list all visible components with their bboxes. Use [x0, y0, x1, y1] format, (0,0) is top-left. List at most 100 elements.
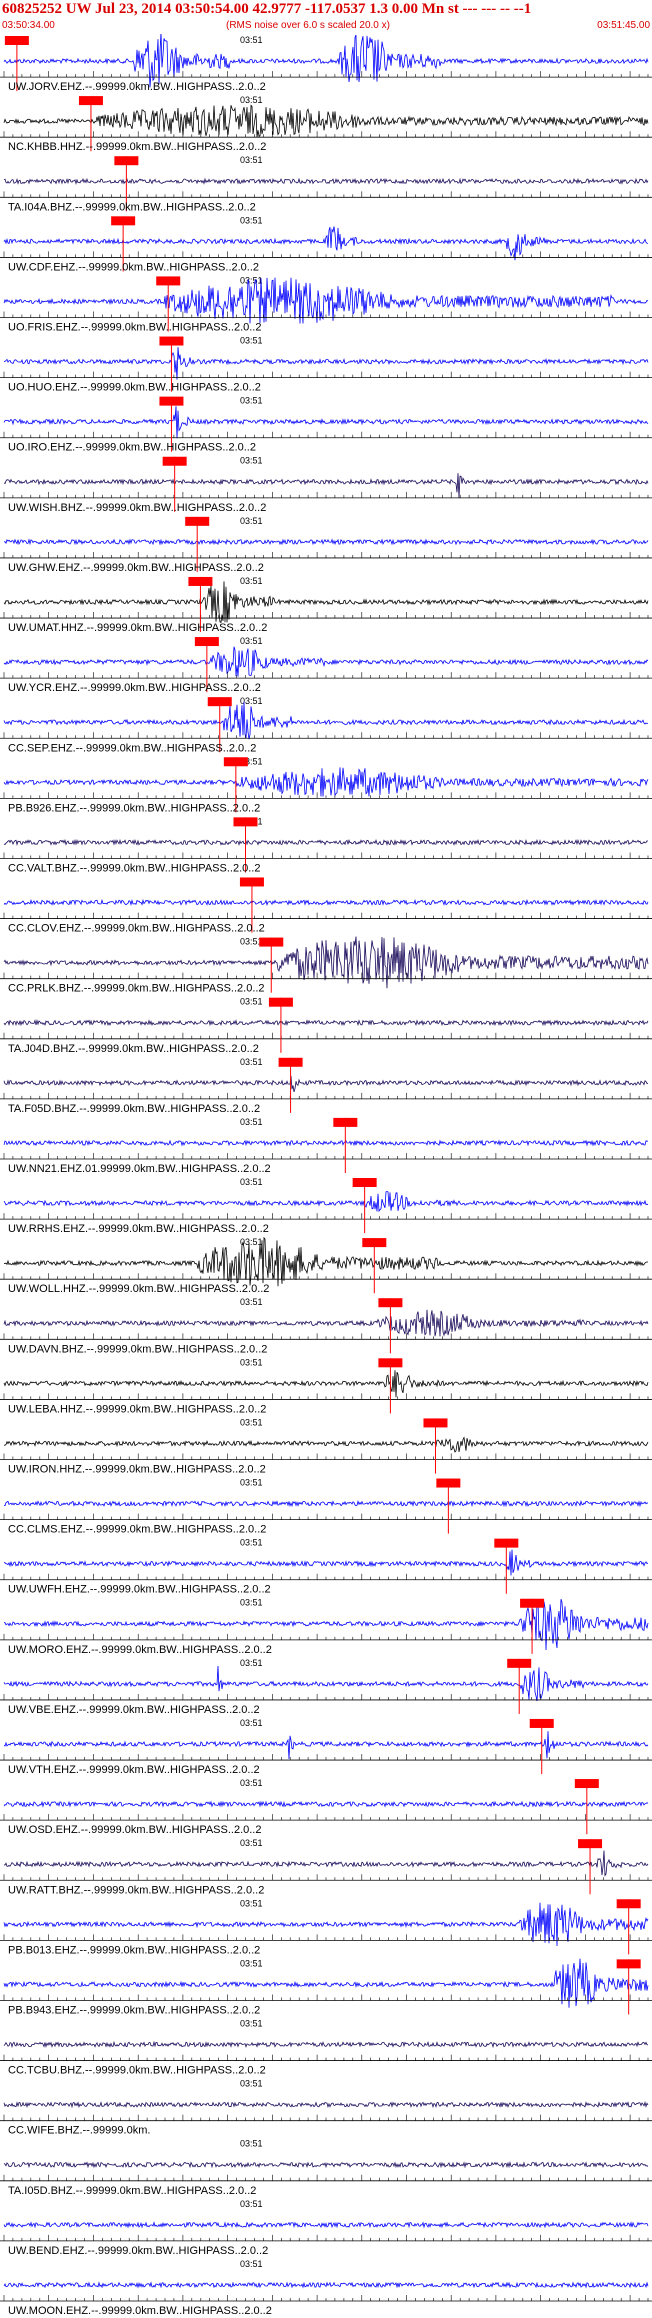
pick-marker: [423, 1418, 448, 1428]
pick-marker: [111, 216, 136, 226]
header: 60825252 UW Jul 23, 2014 03:50:54.00 42.…: [0, 0, 652, 34]
pick-marker: [494, 1538, 519, 1548]
pick-marker: [233, 817, 258, 827]
pick-marker: [4, 36, 29, 45]
pick-marker: [188, 576, 213, 586]
trace-panel: 03:51 UW.YCR.EHZ.--.99999.0km.BW..HIGHPAS…: [0, 636, 652, 694]
pick-marker: [378, 1298, 403, 1308]
minute-label: 03:51: [240, 1898, 263, 1908]
minute-label: 03:51: [240, 1357, 263, 1367]
minute-label: 03:51: [240, 155, 263, 165]
minute-label: 03:51: [240, 1117, 263, 1127]
waveform-line: [3, 898, 649, 907]
trace-panel: 03:51 UO.IRO.EHZ.--.99999.0km.BW..HIGHPAS…: [0, 396, 652, 454]
trace-panel: 03:51 UW.CDF.EHZ.--.99999.0km.BW..HIGHPAS…: [0, 215, 652, 273]
station-label: CC.CLOV.EHZ.--.99999.0km.BW..HIGHPASS..2…: [8, 923, 265, 935]
station-label: UO.FRIS.EHZ.--.99999.0km.BW..HIGHPASS..2…: [8, 322, 261, 334]
start-time: 03:50:34.00: [2, 20, 55, 31]
waveform-line: [3, 34, 649, 88]
pick-marker: [207, 697, 232, 707]
trace-panel: 03:51 CC.SEP.EHZ.--.99999.0km.BW..HIGHPAS…: [0, 696, 652, 754]
trace-panel: 03:51 UW.LEBA.HHZ.--.99999.0km.BW..HIGHPA…: [0, 1357, 652, 1415]
trace-panel: 03:51CC.VALT.BHZ.--.99999.0km.BW..HIGHPA…: [0, 816, 652, 874]
waveform-line: [3, 2040, 649, 2049]
waveform-line: [3, 1190, 649, 1213]
trace-panel: 03:51 UW.WISH.BHZ.--.99999.0km.BW..HIGHPA…: [0, 456, 652, 514]
station-label: PB.B013.EHZ.--.99999.0km.BW..HIGHPASS..2…: [8, 1944, 260, 1956]
minute-label: 03:51: [240, 95, 263, 105]
pick-marker: [616, 1899, 641, 1909]
station-label: NC.KHBB.HHZ.--.99999.0km.BW..HIGHPASS..2…: [8, 141, 266, 153]
pick-marker: [159, 396, 184, 406]
minute-label: 03:51: [240, 636, 263, 646]
minute-label: 03:51: [240, 1658, 263, 1668]
trace-panel: 03:51 UW.NN21.EHZ.01.99999.0km.BW..HIGHPA…: [0, 1117, 652, 1175]
station-label: UW.LEBA.HHZ.--.99999.0km.BW..HIGHPASS..2…: [8, 1403, 266, 1415]
station-label: CC.CLMS.EHZ.--.99999.0km.BW..HIGHPASS..2…: [8, 1524, 266, 1536]
pick-marker: [223, 757, 248, 767]
station-label: UW.VBE.EHZ.--.99999.0km.BW..HIGHPASS..2.…: [8, 1704, 260, 1716]
waveform-line: [3, 1499, 649, 1508]
minute-label: 03:51: [240, 1297, 263, 1307]
waveform-line: [3, 1731, 649, 1760]
station-label: CC.VALT.BHZ.--.99999.0km.BW..HIGHPASS..2…: [8, 862, 260, 874]
minute-label: 03:51: [240, 2199, 263, 2209]
trace-panel: 03:51 UW.UMAT.HHZ.--.99999.0km.BW..HIGHPA…: [0, 576, 652, 634]
station-label: TA.I05D.BHZ.--.99999.0km.BW..HIGHPASS..2…: [8, 2185, 256, 2197]
minute-label: 03:51: [240, 1057, 263, 1067]
minute-label: 03:51: [240, 456, 263, 466]
waveform-line: [3, 767, 649, 797]
pick-marker: [352, 1178, 377, 1187]
minute-label: 03:51: [240, 937, 263, 947]
station-label: UO.IRO.EHZ.--.99999.0km.BW..HIGHPASS..2.…: [8, 442, 256, 454]
station-label: UW.BEND.EHZ.--.99999.0km.BW..HIGHPASS..2…: [8, 2245, 268, 2257]
trace-panel: 03:51 PB.B013.EHZ.--.99999.0km.BW..HIGHPA…: [0, 1898, 652, 1956]
station-label: PB.B943.EHZ.--.99999.0km.BW..HIGHPASS..2…: [8, 2004, 260, 2016]
station-label: UO.HUO.EHZ.--.99999.0km.BW..HIGHPASS..2.…: [8, 382, 261, 394]
waveform-line: [3, 1549, 649, 1576]
trace-panel: 03:51 TA.J04D.BHZ.--.99999.0km.BW..HIGHPA…: [0, 997, 652, 1055]
pick-marker: [529, 1718, 554, 1728]
waveform-line: [3, 1075, 649, 1093]
trace-panel: 03:51 UW.RRHS.EHZ.--.99999.0km.BW..HIGHPA…: [0, 1177, 652, 1235]
trace-panel: 03:51 TA.F05D.BHZ.--.99999.0km.BW..HIGHPA…: [0, 1057, 652, 1115]
pick-marker: [78, 96, 103, 106]
pick-marker: [436, 1478, 461, 1488]
waveform-line: [3, 1370, 649, 1398]
station-label: UW.DAVN.BHZ.--.99999.0km.BW..HIGHPASS..2…: [8, 1343, 267, 1355]
pick-marker: [578, 1839, 603, 1849]
minute-label: 03:51: [240, 1417, 263, 1427]
waveform-line: [3, 1019, 649, 1027]
waveform-line: [3, 1309, 649, 1337]
waveform-line: [3, 2281, 649, 2289]
minute-label: 03:51: [240, 576, 263, 586]
station-label: TA.I04A.BHZ.--.99999.0km.BW..HIGHPASS..2…: [8, 201, 256, 213]
trace-panel: 03:51 UW.MORO.EHZ.--.99999.0km.BW..HIGHPA…: [0, 1598, 652, 1656]
waveform-line: [4, 1598, 649, 1651]
pick-marker: [278, 1057, 303, 1067]
minute-label: 03:51: [240, 2018, 263, 2028]
waveform-line: [3, 1665, 649, 1702]
station-label: CC.TCBU.BHZ.--.99999.0km.BW..HIGHPASS..2…: [8, 2065, 266, 2077]
waveform-line: [3, 646, 649, 677]
trace-panel: 03:51 UW.MOON.EHZ.--.99999.0km.BW..HIGHPA…: [0, 2259, 652, 2317]
station-label: UW.RATT.BHZ.--.99999.0km.BW..HIGHPASS..2…: [8, 1884, 264, 1896]
trace-panel: 03:51 CC.CLMS.EHZ.--.99999.0km.BW..HIGHPA…: [0, 1478, 652, 1536]
station-label: UW.CDF.EHZ.--.99999.0km.BW..HIGHPASS..2.…: [8, 261, 259, 273]
trace-panel: 03:51 UW.UWFH.EHZ.--.99999.0km.BW..HIGHPA…: [0, 1538, 652, 1596]
waveform-line: [3, 2221, 649, 2229]
trace-panel: 03:51 UW.DAVN.BHZ.--.99999.0km.BW..HIGHPA…: [0, 1297, 652, 1355]
trace-panel: 03:51 UW.RATT.BHZ.--.99999.0km.BW..HIGHPA…: [0, 1838, 652, 1896]
pick-marker: [185, 516, 210, 526]
trace-panel: 03:51 CC.WIFE.BHZ.--.99999.0km.: [0, 2079, 652, 2137]
minute-label: 03:51: [240, 1838, 263, 1848]
seismogram-traces: 03:51 UW.JORV.EHZ.--.99999.0km.BW..HIGHPA…: [0, 34, 652, 2317]
station-label: UW.WOLL.HHZ.--.99999.0km.BW..HIGHPASS..2…: [8, 1283, 269, 1295]
trace-panel: 03:51 UW.OSD.EHZ.--.99999.0km.BW..HIGHPAS…: [0, 1778, 652, 1836]
pick-marker: [114, 156, 139, 166]
waveform-line: [3, 1236, 648, 1287]
pick-marker: [507, 1658, 532, 1668]
waveform-line: [3, 1850, 649, 1877]
trace-panel: 03:51 UW.WOLL.HHZ.--.99999.0km.BW..HIGHPA…: [0, 1236, 652, 1295]
trace-panel: 03:51 UW.GHW.EHZ.--.99999.0km.BW..HIGHPAS…: [0, 516, 652, 574]
